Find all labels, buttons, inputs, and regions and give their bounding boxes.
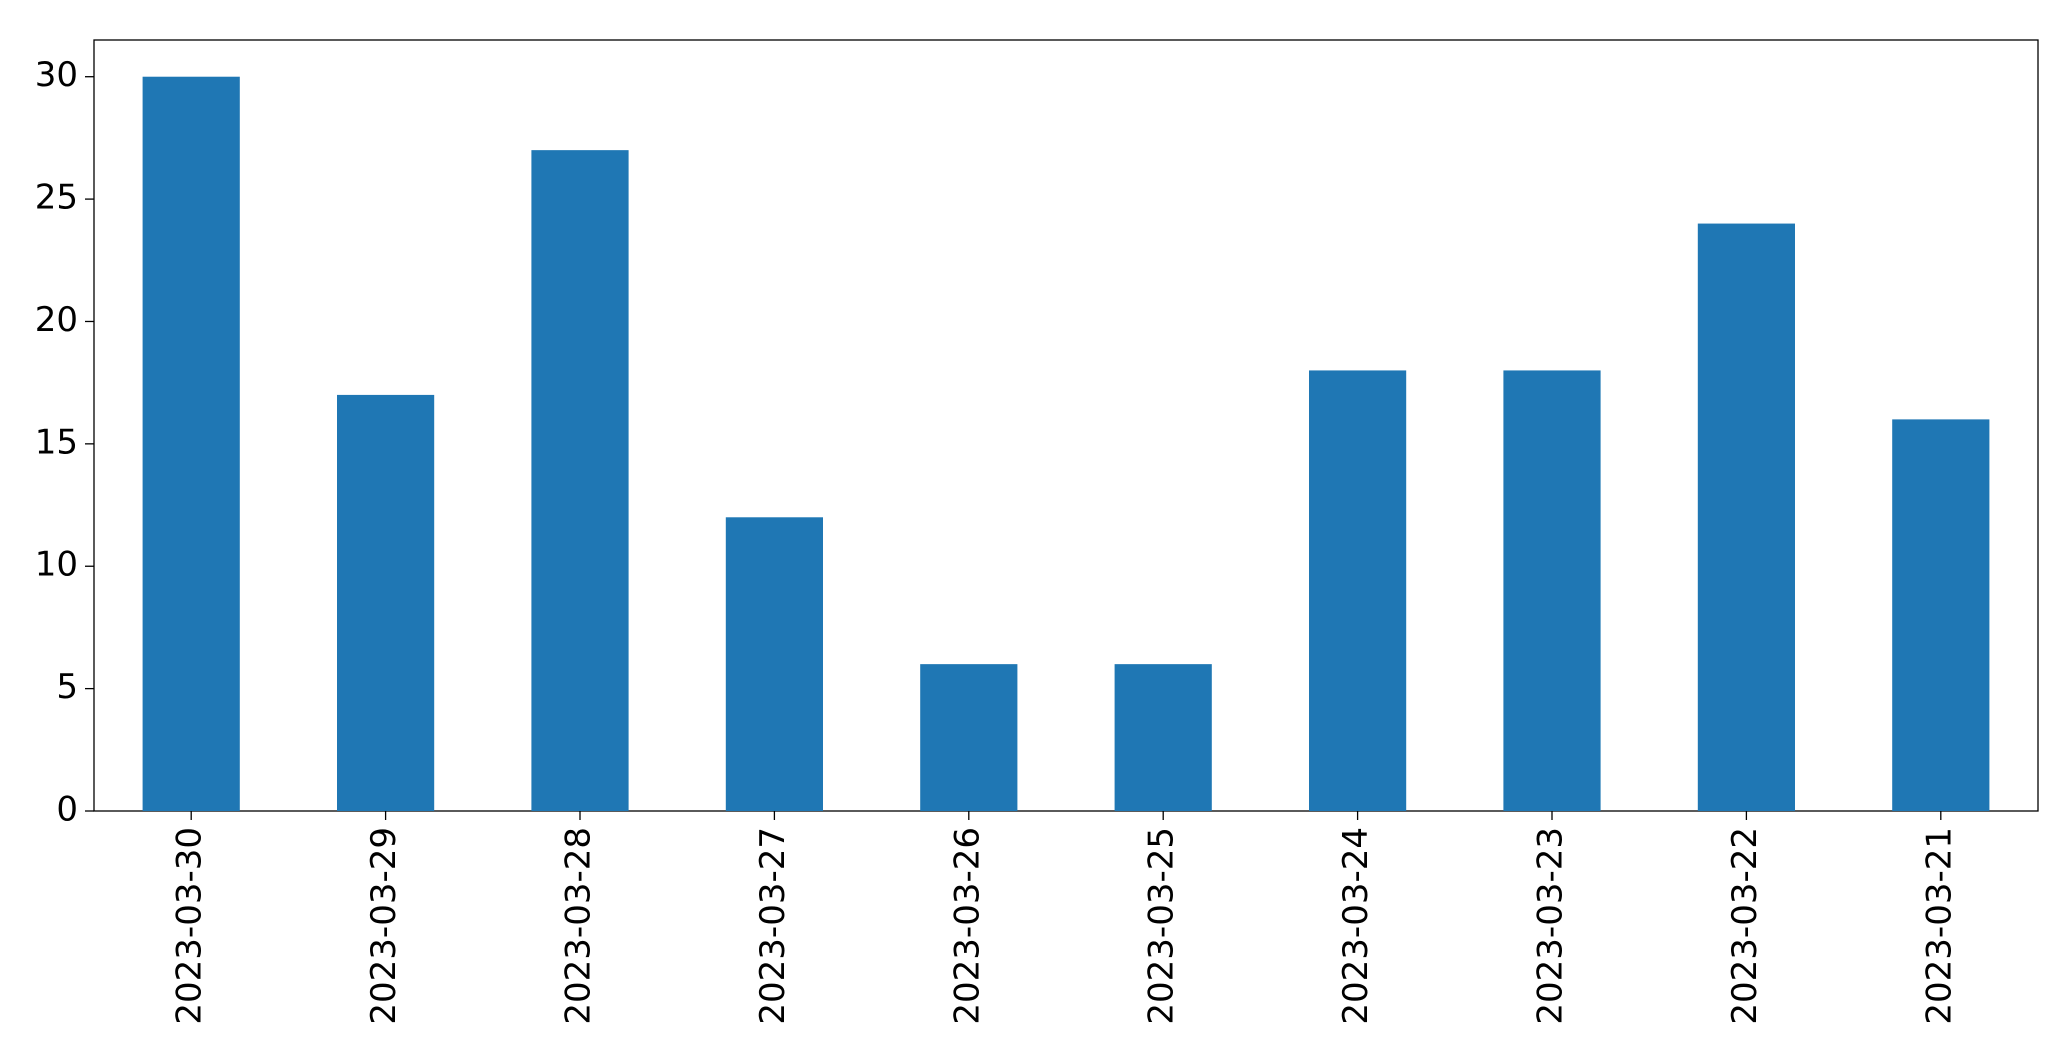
x-tick-label: 2023-03-23	[1531, 827, 1571, 1025]
x-tick-label: 2023-03-22	[1725, 827, 1765, 1025]
x-tick-label: 2023-03-27	[753, 827, 793, 1025]
x-tick-label: 2023-03-30	[170, 827, 210, 1025]
y-tick-label: 0	[56, 790, 78, 830]
x-tick-label: 2023-03-21	[1919, 827, 1959, 1025]
bar	[1697, 223, 1795, 812]
bar	[1309, 370, 1407, 811]
x-tick-label: 2023-03-25	[1142, 827, 1182, 1025]
x-tick-label: 2023-03-26	[947, 827, 987, 1025]
y-tick-label: 15	[35, 422, 78, 462]
y-tick-label: 20	[35, 300, 78, 340]
y-tick-label: 5	[56, 667, 78, 707]
y-tick-label: 10	[35, 545, 78, 585]
bar	[1892, 419, 1990, 811]
y-tick-label: 25	[35, 178, 78, 218]
plot-frame	[93, 39, 2039, 812]
bar	[531, 150, 629, 812]
bar	[337, 394, 435, 811]
y-tick-label: 30	[35, 55, 78, 95]
bar	[1503, 370, 1601, 811]
bar	[920, 664, 1018, 811]
x-tick-label: 2023-03-29	[364, 827, 404, 1025]
bar	[1114, 664, 1212, 811]
bar	[725, 517, 823, 811]
x-tick-label: 2023-03-28	[559, 827, 599, 1025]
x-tick-label: 2023-03-24	[1336, 827, 1376, 1025]
bar	[142, 76, 240, 811]
